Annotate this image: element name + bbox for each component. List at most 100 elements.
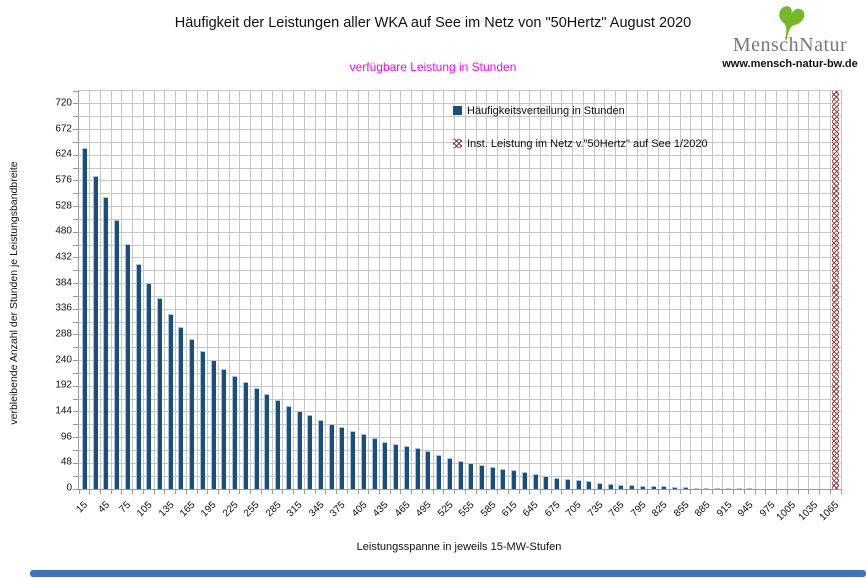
gridline-vertical <box>432 91 434 489</box>
frequency-bar <box>296 410 302 489</box>
frequency-bar <box>371 438 377 489</box>
gridline-vertical <box>593 91 595 489</box>
frequency-bar <box>607 484 613 489</box>
y-axis-tick <box>73 257 78 259</box>
gridline-vertical <box>89 91 91 489</box>
x-axis-tick <box>271 489 273 494</box>
gridline-vertical <box>389 91 391 489</box>
chart-subtitle: verfügbare Leistung in Stunden <box>349 60 517 74</box>
y-axis-tick <box>73 270 78 272</box>
x-axis-tick <box>421 489 423 494</box>
x-axis-tick <box>743 489 745 494</box>
gridline-vertical <box>314 91 316 489</box>
frequency-bar <box>403 445 409 489</box>
gridline-vertical <box>572 91 574 489</box>
frequency-bar <box>350 430 356 489</box>
x-axis-tick <box>303 489 305 494</box>
y-axis-tick <box>73 308 78 310</box>
frequency-bar <box>554 477 560 489</box>
gridline-vertical <box>196 91 198 489</box>
gridline-vertical <box>743 91 745 489</box>
x-axis-tick-label: 315 <box>285 499 305 520</box>
frequency-bar <box>328 423 334 489</box>
x-axis-tick-label: 105 <box>135 499 155 520</box>
x-axis-tick <box>518 489 520 494</box>
gridline-vertical <box>271 91 273 489</box>
frequency-bar <box>264 393 270 489</box>
y-axis-tick <box>73 180 78 182</box>
y-axis-tick <box>73 449 78 451</box>
y-axis-tick-label: 144 <box>55 405 72 417</box>
frequency-bar <box>457 461 463 489</box>
x-axis-tick <box>550 489 552 494</box>
x-axis-tick <box>389 489 391 494</box>
y-axis-tick <box>73 193 78 195</box>
y-axis-tick <box>73 360 78 362</box>
x-axis-tick-label: 915 <box>714 499 735 520</box>
gridline-vertical <box>218 91 220 489</box>
y-axis-tick <box>73 231 78 233</box>
gridline-horizontal <box>79 321 841 323</box>
gridline-vertical <box>228 91 230 489</box>
gridline-horizontal <box>79 424 841 426</box>
gridline-horizontal <box>79 103 841 105</box>
frequency-bar <box>414 448 420 489</box>
x-axis-tick-label: 855 <box>671 499 692 520</box>
gridline-horizontal <box>79 129 841 131</box>
legend-marker-crosshatch-icon <box>453 139 462 148</box>
gridline-vertical <box>647 91 649 489</box>
frequency-bar <box>210 359 216 489</box>
y-axis-tick <box>73 218 78 220</box>
y-axis-tick <box>73 116 78 118</box>
x-axis-tick <box>357 489 359 494</box>
gridline-horizontal <box>79 360 841 362</box>
x-axis-tick-label: 555 <box>457 499 477 520</box>
gridline-vertical <box>808 91 810 489</box>
frequency-bar <box>242 382 248 489</box>
gridline-vertical <box>797 91 799 489</box>
x-axis-tick <box>411 489 413 494</box>
gridline-vertical <box>132 91 134 489</box>
frequency-bar <box>575 480 581 489</box>
y-axis-tick-label: 576 <box>55 174 72 186</box>
frequency-bar <box>704 487 710 489</box>
frequency-bar <box>167 313 173 489</box>
x-axis-tick-label: 435 <box>371 499 391 520</box>
x-axis-tick <box>572 489 574 494</box>
y-axis-tick <box>73 385 78 387</box>
x-axis-tick-label: 945 <box>736 499 756 520</box>
gridline-vertical <box>668 91 670 489</box>
gridline-horizontal <box>79 193 841 195</box>
gridline-vertical <box>679 91 681 489</box>
frequency-bar <box>446 457 452 489</box>
frequency-bar <box>285 405 291 489</box>
frequency-bar <box>199 350 205 489</box>
frequency-bar <box>146 283 152 489</box>
horizontal-scrollbar[interactable] <box>30 570 866 577</box>
gridline-vertical <box>700 91 702 489</box>
x-axis-tick <box>121 489 123 494</box>
x-axis-tick <box>765 489 767 494</box>
frequency-bar <box>307 415 313 489</box>
x-axis-tick-label: 645 <box>521 499 542 520</box>
chart-title: Häufigkeit der Leistungen aller WKA auf … <box>174 15 692 31</box>
x-axis-tick-label: 525 <box>435 499 456 520</box>
x-axis-tick <box>314 489 316 494</box>
y-axis-tick <box>73 488 78 490</box>
gridline-horizontal <box>79 206 841 208</box>
gridline-horizontal <box>79 411 841 413</box>
x-axis-tick <box>668 489 670 494</box>
frequency-bar <box>489 467 495 489</box>
gridline-horizontal <box>79 372 841 374</box>
frequency-bar <box>597 483 603 489</box>
y-axis-tick <box>73 475 78 477</box>
x-axis-tick <box>636 489 638 494</box>
gridline-vertical <box>819 91 821 489</box>
gridline-vertical <box>539 91 541 489</box>
frequency-bar <box>629 485 635 489</box>
gridline-horizontal <box>79 385 841 387</box>
y-axis-tick <box>73 167 78 169</box>
x-axis-tick-label: 285 <box>263 499 284 520</box>
x-axis-tick-label: 405 <box>349 499 370 520</box>
gridline-vertical <box>421 91 423 489</box>
